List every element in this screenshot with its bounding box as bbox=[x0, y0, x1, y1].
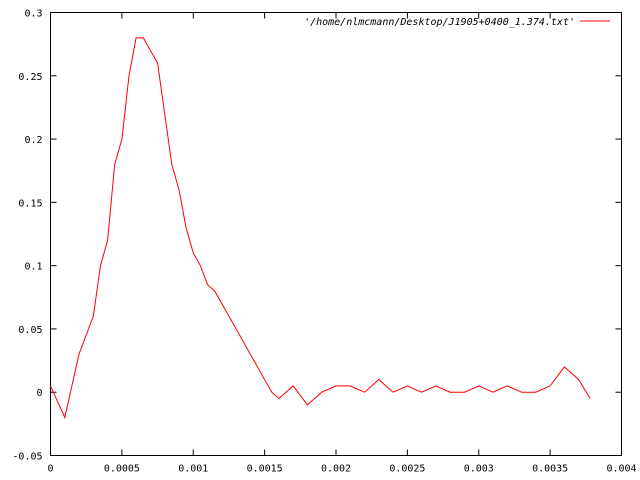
y-tick-label: 0.3 bbox=[24, 9, 42, 20]
x-tick-label: 0.003 bbox=[464, 464, 494, 475]
y-tick-label: 0.25 bbox=[18, 72, 42, 83]
y-tick-label: 0.05 bbox=[18, 325, 42, 336]
x-tick-label: 0.0035 bbox=[532, 464, 568, 475]
y-tick-label: 0 bbox=[36, 388, 42, 399]
series-line bbox=[50, 37, 591, 420]
y-axis: -0.05 0 0.05 0.1 0.15 0.2 0.25 0.3 bbox=[12, 9, 622, 463]
x-tick-label: 0.001 bbox=[178, 464, 208, 475]
y-tick-label: 0.1 bbox=[24, 262, 42, 273]
y-tick-label: 0.2 bbox=[24, 135, 42, 146]
plot-frame bbox=[50, 12, 622, 456]
x-tick-label: 0.0015 bbox=[247, 464, 283, 475]
x-tick-label: 0.0005 bbox=[104, 464, 140, 475]
legend: '/home/nlmcmann/Desktop/J1905+0400_1.374… bbox=[304, 17, 610, 28]
x-tick-label: 0.004 bbox=[606, 464, 636, 475]
x-tick-label: 0 bbox=[47, 464, 53, 475]
y-tick-label: 0.15 bbox=[18, 198, 42, 209]
legend-label: '/home/nlmcmann/Desktop/J1905+0400_1.374… bbox=[304, 17, 575, 28]
x-tick-label: 0.002 bbox=[321, 464, 351, 475]
x-tick-label: 0.0025 bbox=[389, 464, 425, 475]
y-tick-label: -0.05 bbox=[12, 452, 42, 463]
x-axis: 0 0.0005 0.001 0.0015 0.002 0.0025 0.003 0.0035… bbox=[47, 12, 637, 475]
